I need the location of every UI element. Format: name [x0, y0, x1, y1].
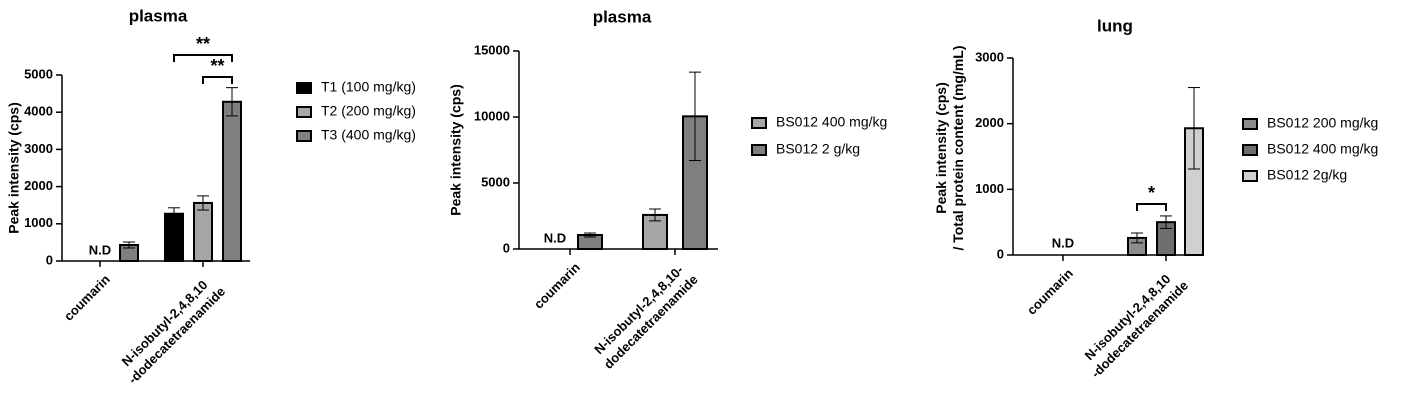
error-bar: [584, 232, 596, 238]
y-tick-label: 0: [997, 246, 1004, 261]
y-tick-label: 2000: [24, 178, 53, 193]
y-tick-label: 10000: [474, 108, 510, 123]
legend-swatch: [1242, 118, 1258, 130]
legend-swatch: [296, 106, 312, 118]
bar: [164, 212, 184, 262]
chart-title: plasma: [593, 7, 652, 26]
error-bar: [649, 208, 661, 222]
legend-label: T1 (100 mg/kg): [321, 79, 416, 95]
legend-swatch: [751, 117, 767, 129]
chart-title: plasma: [129, 6, 188, 25]
legend-label: BS012 2 g/kg: [776, 141, 860, 157]
legend-swatch: [296, 130, 312, 142]
annotation: N.D: [1052, 235, 1074, 250]
annotation: **: [210, 56, 224, 76]
significance-bracket: [1136, 203, 1167, 211]
legend-swatch: [1242, 144, 1258, 156]
y-axis-label: Peak intensity (cps) / Total protein con…: [933, 45, 966, 251]
error-bar: [689, 71, 701, 162]
annotation: N.D: [89, 242, 111, 257]
annotation: N.D: [544, 230, 566, 245]
error-bar: [1131, 232, 1143, 244]
legend-swatch: [296, 82, 312, 94]
chart-title: lung: [1097, 16, 1133, 35]
legend-label: T3 (400 mg/kg): [321, 127, 416, 143]
legend-label: BS012 400 mg/kg: [776, 114, 887, 130]
error-bar: [168, 207, 180, 221]
bar: [193, 201, 213, 263]
y-tick-label: 5000: [24, 66, 53, 81]
y-tick-label: 3000: [975, 49, 1004, 64]
y-tick-label: 5000: [481, 174, 510, 189]
y-tick-label: 4000: [24, 104, 53, 119]
y-axis-label: Peak intensity (cps): [447, 84, 464, 216]
annotation: **: [196, 34, 210, 54]
y-tick-label: 1000: [24, 215, 53, 230]
error-bar: [226, 87, 238, 117]
significance-bracket: [173, 54, 233, 62]
error-bar: [1160, 215, 1172, 229]
annotation: *: [1148, 183, 1155, 203]
legend-label: BS012 2g/kg: [1267, 167, 1347, 183]
legend-label: BS012 400 mg/kg: [1267, 141, 1378, 157]
legend-label: BS012 200 mg/kg: [1267, 115, 1378, 131]
error-bar: [197, 195, 209, 211]
y-tick-label: 3000: [24, 141, 53, 156]
legend-label: T2 (200 mg/kg): [321, 103, 416, 119]
y-axis-label: Peak intensity (cps): [5, 102, 22, 234]
y-tick-label: 1000: [975, 181, 1004, 196]
y-tick-label: 2000: [975, 115, 1004, 130]
significance-bracket: [202, 76, 233, 84]
legend-swatch: [1242, 170, 1258, 182]
y-tick-label: 0: [503, 240, 510, 255]
y-tick-label: 15000: [474, 42, 510, 57]
error-bar: [1188, 87, 1200, 170]
y-tick-label: 0: [46, 252, 53, 267]
error-bar: [123, 241, 135, 249]
legend-swatch: [751, 144, 767, 156]
bar: [222, 100, 242, 262]
